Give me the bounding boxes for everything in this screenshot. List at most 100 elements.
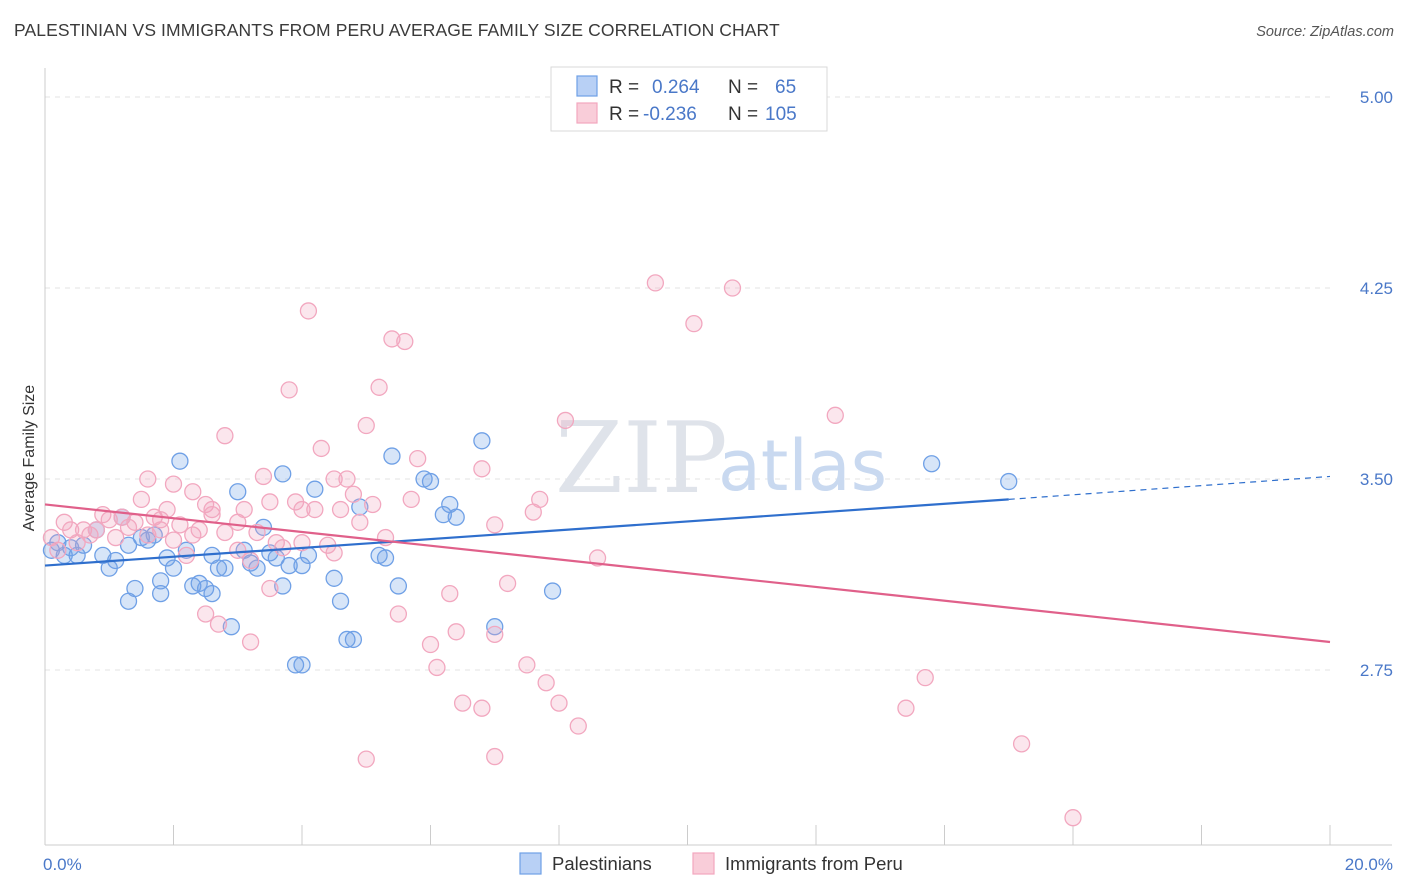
peru-point <box>569 717 587 735</box>
peru-point <box>428 658 446 677</box>
palestinians-point <box>151 572 170 590</box>
palestinians-point <box>344 630 363 649</box>
peru-point <box>453 694 472 712</box>
palestinians-point <box>280 556 298 575</box>
peru-point <box>486 747 504 766</box>
palestinians-point <box>274 465 292 483</box>
legend-r-value: -0.236 <box>643 104 697 125</box>
axes <box>44 68 1392 846</box>
palestinians-point <box>164 559 183 577</box>
legend-n-label: N = <box>728 104 758 125</box>
peru-point <box>588 549 607 567</box>
palestinians-point <box>151 584 170 603</box>
legend-swatch-palestinians <box>576 75 598 97</box>
peru-point <box>274 539 292 557</box>
bottom-legend-swatch-peru <box>692 852 715 875</box>
y-tick-label: 2.75 <box>1360 661 1393 680</box>
peru-point <box>473 460 491 478</box>
palestinians-point <box>286 656 305 674</box>
palestinians-point <box>209 559 228 577</box>
peru-point <box>486 625 504 643</box>
peru-point <box>325 544 343 562</box>
y-tick-label: 3.50 <box>1360 470 1393 489</box>
watermark: ZIP atlas <box>555 402 887 516</box>
peru-point <box>139 526 157 544</box>
peru-point <box>357 750 375 768</box>
palestinians-point <box>434 506 453 524</box>
palestinians-point <box>389 577 408 595</box>
peru-point <box>306 500 324 519</box>
palestinians-trend-extension <box>1008 475 1331 500</box>
x-tick-label: 0.0% <box>43 855 82 874</box>
palestinians-point <box>421 472 440 491</box>
peru-point <box>486 516 504 534</box>
peru-point <box>537 674 555 692</box>
peru-point <box>184 483 202 501</box>
peru-point <box>441 584 459 603</box>
peru-point <box>209 615 228 633</box>
peru-point <box>331 500 350 519</box>
peru-point <box>402 490 420 509</box>
peru-point <box>826 406 844 424</box>
peru-point <box>351 513 369 531</box>
peru-point <box>447 623 465 641</box>
peru-point <box>550 694 568 712</box>
x-tick-labels: 0.0% 20.0% <box>43 855 1393 874</box>
peru-point <box>49 541 67 559</box>
watermark-atlas: atlas <box>718 425 887 507</box>
palestinians-point <box>1000 472 1018 491</box>
peru-point <box>325 470 343 488</box>
legend-n-value: 105 <box>765 104 797 125</box>
legend-r-value: 0.264 <box>652 77 700 98</box>
peru-point <box>126 513 144 531</box>
peru-point <box>203 506 221 524</box>
palestinians-point <box>274 577 292 595</box>
peru-point <box>518 656 536 674</box>
peru-point <box>164 475 183 493</box>
peru-point <box>280 381 298 399</box>
chart-title: PALESTINIAN VS IMMIGRANTS FROM PERU AVER… <box>14 20 780 40</box>
peru-point <box>241 551 260 570</box>
peru-point <box>171 516 189 534</box>
peru-point <box>87 521 106 539</box>
palestinians-point <box>222 618 240 636</box>
peru-point <box>299 302 318 320</box>
peru-point <box>132 490 151 509</box>
peru-point <box>139 470 157 488</box>
peru-point <box>408 449 427 468</box>
legend-n-value: 65 <box>775 77 796 98</box>
trend-lines <box>44 475 1331 644</box>
peru-point <box>203 500 221 519</box>
legend-n-label: N = <box>728 77 758 98</box>
peru-point <box>370 378 388 396</box>
peru-point <box>357 416 375 435</box>
x-tick-label: 20.0% <box>1345 855 1393 874</box>
palestinians-point <box>543 582 562 600</box>
peru-point <box>216 427 234 445</box>
y-tick-label: 5.00 <box>1360 88 1393 107</box>
palestinians-point <box>177 541 196 559</box>
peru-point <box>151 521 170 539</box>
palestinians-point <box>119 536 138 554</box>
palestinians-point <box>376 549 395 567</box>
source-label: Source: ZipAtlas.com <box>1256 24 1394 40</box>
y-axis-label: Average Family Size <box>21 385 38 532</box>
peru-point <box>556 411 575 430</box>
legend: R = 0.264 N = 65 R = -0.236 N = 105 <box>550 66 828 132</box>
bottom-legend-label-peru: Immigrants from Peru <box>725 853 903 874</box>
palestinians-point <box>171 452 189 470</box>
peru-point <box>389 605 408 623</box>
peru-point <box>312 439 330 458</box>
palestinians-point <box>203 584 221 603</box>
peru-point <box>338 470 356 488</box>
legend-r-label: R = <box>609 104 639 125</box>
palestinians-point <box>216 559 234 577</box>
peru-point <box>254 467 273 486</box>
peru-point <box>473 699 491 717</box>
palestinians-point <box>293 656 311 674</box>
peru-point <box>158 500 176 519</box>
palestinians-point <box>383 447 401 465</box>
peru-point <box>293 500 311 519</box>
palestinians-point <box>229 483 247 501</box>
